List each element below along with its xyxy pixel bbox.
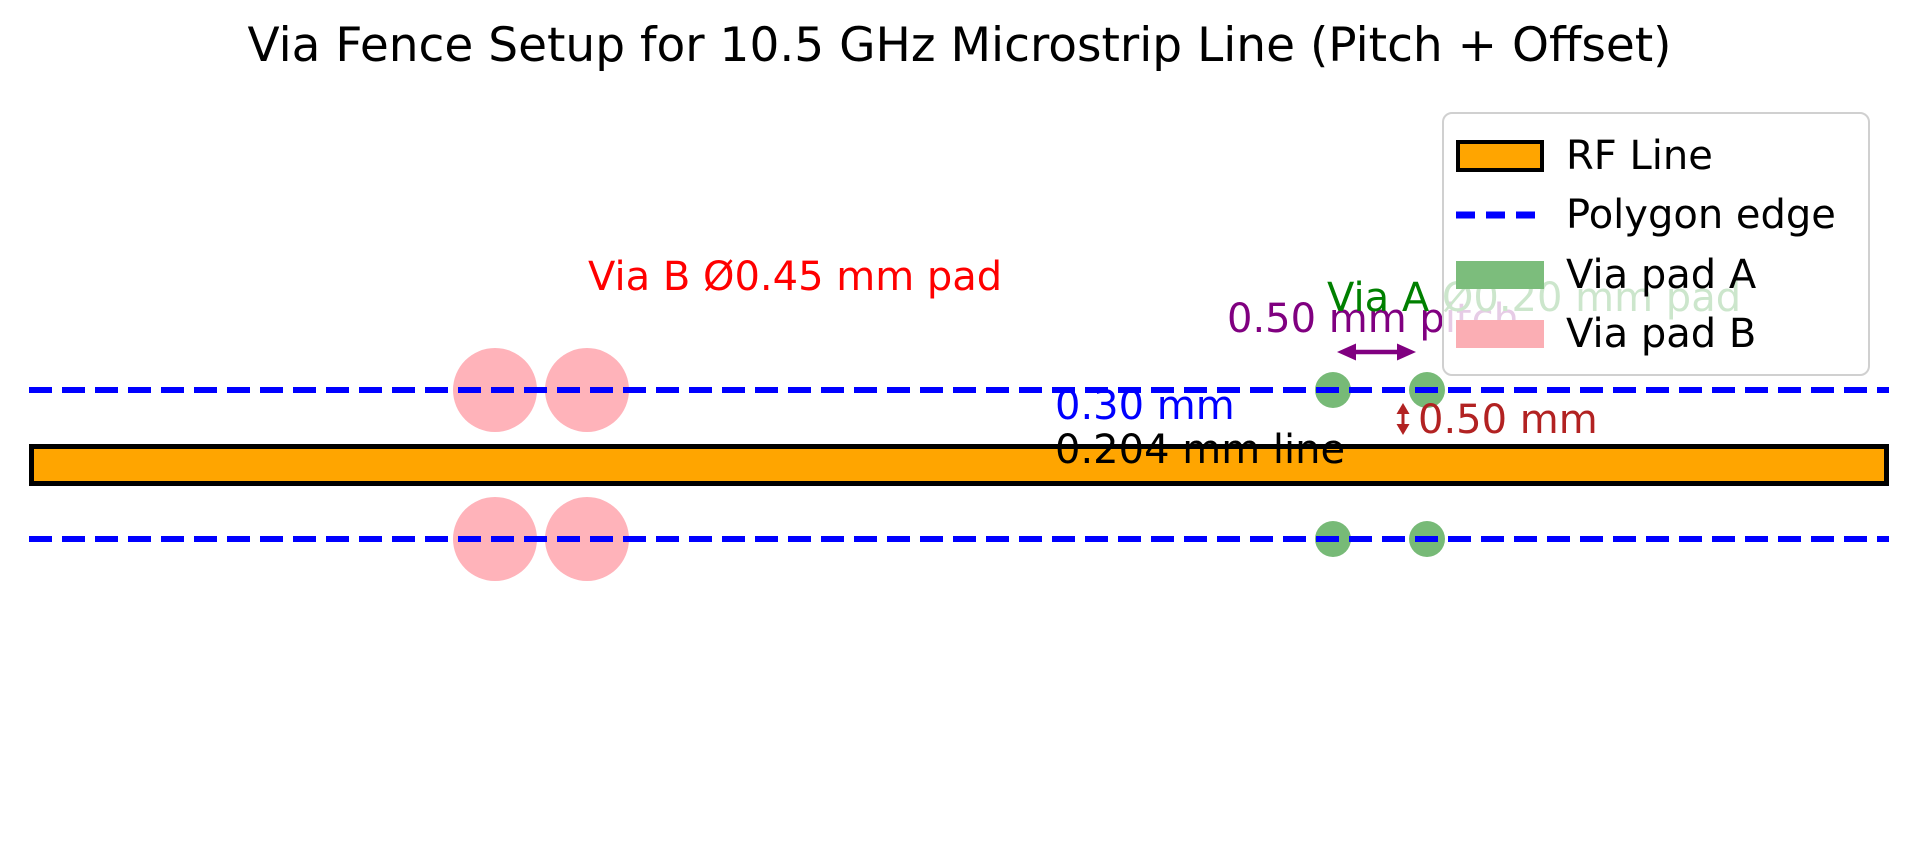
via-pad-b-circle [545,497,629,581]
legend-label-via-pad-b: Via pad B [1566,311,1757,358]
legend-label-rf-line: RF Line [1566,132,1713,179]
figure-title: Via Fence Setup for 10.5 GHz Microstrip … [247,18,1672,73]
legend-row-via-pad-b: Via pad B [1456,305,1858,365]
via-pad-b-circle [545,348,629,432]
rf-line-swatch [1456,139,1544,172]
legend-label-via-pad-a: Via pad A [1566,251,1757,298]
line-width-label: 0.204 mm line [1055,427,1346,473]
legend-row-polygon-edge: Polygon edge [1456,186,1858,246]
legend-row-via-pad-a: Via pad A [1456,245,1858,305]
legend-box: RF Line Polygon edge Via pad A Via pad B [1442,112,1870,376]
rf-line-bar [29,444,1889,486]
via-pad-a-swatch [1456,260,1544,289]
polygon-edge-swatch [1456,210,1544,220]
offset-label: 0.50 mm [1418,397,1598,443]
polygon-gap-label: 0.30 mm [1055,383,1235,429]
legend-label-polygon-edge: Polygon edge [1566,192,1836,239]
via-b-pad-label: Via B Ø0.45 mm pad [588,254,1003,300]
legend-row-rf-line: RF Line [1456,126,1858,186]
pitch-arrow [1337,343,1416,361]
offset-arrow [1396,403,1410,435]
via-pad-b-swatch [1456,320,1544,349]
